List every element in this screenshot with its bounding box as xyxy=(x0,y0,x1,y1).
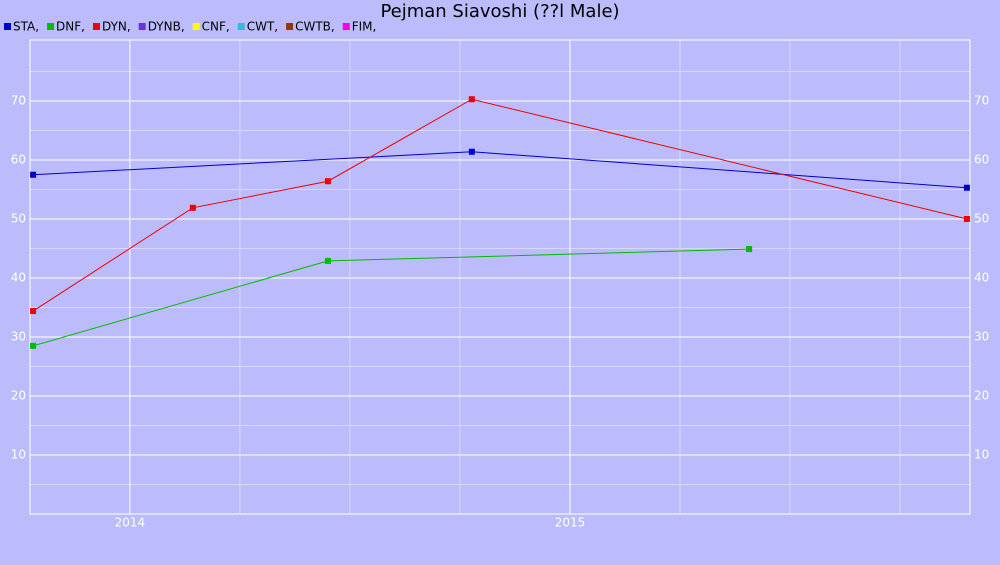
data-point xyxy=(468,148,475,155)
x-tick-label: 2014 xyxy=(115,516,146,530)
y-tick-label: 70 xyxy=(11,94,26,108)
data-point xyxy=(30,171,37,178)
data-point xyxy=(30,308,37,315)
y2-tick-label: 10 xyxy=(974,448,989,462)
y-tick-label: 30 xyxy=(11,330,26,344)
data-point xyxy=(189,204,196,211)
y2-tick-label: 40 xyxy=(974,271,989,285)
legend-label: CWT, xyxy=(247,20,278,34)
y-tick-label: 40 xyxy=(11,271,26,285)
y2-tick-label: 20 xyxy=(974,389,989,403)
legend-label: CNF, xyxy=(202,20,230,34)
legend-swatch xyxy=(138,23,146,30)
data-point xyxy=(468,96,475,103)
legend-label: CWTB, xyxy=(295,20,335,34)
legend-swatch xyxy=(286,23,294,30)
legend-swatch xyxy=(47,23,55,30)
legend-label: DYN, xyxy=(102,20,131,34)
legend-swatch xyxy=(4,23,11,30)
plot-border xyxy=(29,39,971,515)
data-point xyxy=(324,257,331,264)
y-tick-label: 50 xyxy=(11,212,26,226)
legend-label: DYNB, xyxy=(148,20,185,34)
y-tick-label: 20 xyxy=(11,389,26,403)
y-tick-label: 60 xyxy=(11,153,26,167)
y2-tick-label: 60 xyxy=(974,153,989,167)
legend-label: DNF, xyxy=(56,20,85,34)
y2-tick-label: 50 xyxy=(974,212,989,226)
legend-swatch xyxy=(192,23,200,30)
legend-label: STA, xyxy=(13,20,39,34)
data-point xyxy=(324,178,331,185)
y-tick-label: 10 xyxy=(11,448,26,462)
y2-tick-label: 70 xyxy=(974,94,989,108)
legend-swatch xyxy=(342,23,350,30)
data-point xyxy=(30,342,37,349)
x-tick-label: 2015 xyxy=(555,516,586,530)
data-point xyxy=(963,216,970,222)
legend-label: FIM, xyxy=(352,20,377,34)
y2-tick-label: 30 xyxy=(974,330,989,344)
legend-swatch xyxy=(237,23,245,30)
data-point xyxy=(963,184,970,191)
data-point xyxy=(746,246,753,253)
chart-title: Pejman Siavoshi (??l Male) xyxy=(380,1,619,22)
legend-swatch xyxy=(92,23,100,30)
